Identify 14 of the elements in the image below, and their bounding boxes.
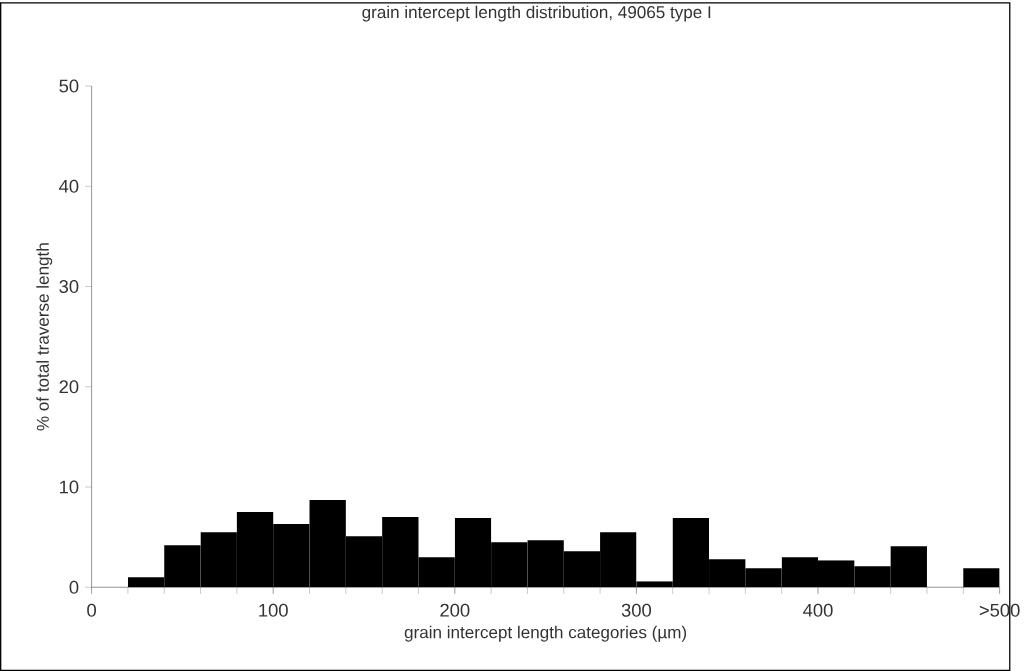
y-tick-label: 30 [59,279,79,294]
x-tick-label: 200 [440,603,470,617]
y-tick-label: 20 [59,380,79,394]
y-tick-label: 0 [69,580,79,594]
x-tick-label: 100 [259,603,288,617]
x-tick-label: 0 [87,603,96,617]
chart-title: grain intercept length distribution, 49065 type I [362,5,711,22]
x-tick-label: 400 [803,603,833,617]
y-tick-label: 50 [59,79,79,93]
y-tick-label: 40 [59,179,79,193]
y-axis-title: % of total traverse length [36,243,53,431]
x-tick-label: 300 [621,603,652,617]
y-tick-label: 10 [60,480,79,494]
x-axis-title: grain intercept length categories (µm) [404,625,687,642]
